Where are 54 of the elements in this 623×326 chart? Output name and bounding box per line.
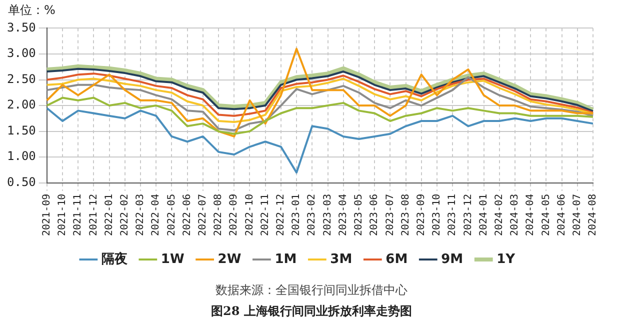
x-tick-label: 2024-04	[525, 194, 536, 236]
x-tick-label: 2024-01	[478, 194, 490, 236]
source-note: 数据来源：全国银行间同业拆借中心	[214, 282, 408, 299]
x-tick-label: 2022-03	[135, 194, 146, 236]
x-tick-label: 2022-11	[260, 194, 271, 236]
legend-label: 6M	[386, 252, 408, 267]
legend-label: 9M	[441, 252, 464, 267]
legend-label: 1M	[274, 252, 297, 267]
x-tick-label: 2022-04	[150, 194, 162, 236]
x-tick-label: 2022-01	[104, 194, 115, 236]
x-tick-label: 2022-10	[244, 194, 256, 236]
x-tick-label: 2022-06	[182, 194, 193, 236]
x-tick-label: 2022-05	[166, 194, 178, 236]
x-tick-label: 2023-10	[432, 194, 443, 236]
x-tick-label: 2022-02	[120, 194, 131, 236]
x-tick-label: 2023-07	[384, 194, 396, 236]
x-tick-label: 2021-12	[88, 194, 100, 236]
x-tick-label: 2023-01	[291, 194, 302, 236]
x-tick-label: 2024-02	[494, 194, 505, 236]
y-tick-label: 3.50	[6, 20, 36, 34]
x-tick-label: 2021-11	[72, 194, 84, 236]
x-tick-label: 2023-12	[462, 194, 474, 236]
x-tick-label: 2023-06	[369, 194, 380, 236]
y-tick-label: 1.50	[6, 123, 36, 138]
legend-label: 隔夜	[101, 250, 128, 267]
legend-label: 2W	[218, 252, 242, 267]
x-tick-label: 2023-09	[416, 194, 427, 236]
x-tick-label: 2021-10	[57, 194, 68, 236]
y-tick-label: 1.00	[6, 149, 36, 164]
x-tick-label: 2022-08	[213, 194, 224, 236]
x-tick-label: 2023-02	[306, 194, 318, 236]
y-tick-label: 2.00	[6, 98, 36, 112]
y-tick-label: 3.00	[6, 46, 36, 60]
legend-label: 1W	[160, 252, 184, 267]
x-tick-label: 2023-11	[447, 194, 458, 236]
x-tick-label: 2023-03	[322, 194, 334, 236]
x-tick-label: 2024-03	[510, 194, 521, 236]
x-tick-label: 2023-08	[400, 194, 412, 236]
text: 图28 上海银行间同业拆放利率走势图	[210, 303, 413, 320]
y-tick-label: 0.50	[6, 174, 36, 189]
y-tick-label: 2.50	[6, 72, 36, 86]
x-tick-label: 2022-12	[276, 194, 287, 236]
x-tick-label: 2022-09	[228, 194, 240, 236]
x-tick-label: 2022-07	[198, 194, 209, 236]
x-tick-label: 2024-07	[572, 194, 583, 236]
y-axis-title: 单位：%	[8, 2, 56, 19]
x-tick-label: 2023-05	[354, 194, 365, 236]
x-tick-label: 2021-09	[41, 194, 52, 236]
legend-label: 3M	[330, 252, 352, 267]
x-tick-label: 2023-04	[338, 194, 349, 236]
x-tick-label: 2024-05	[540, 194, 552, 236]
legend-label: 1Y	[496, 252, 516, 267]
x-tick-label: 2024-08	[588, 194, 599, 236]
x-tick-label: 2024-06	[556, 194, 568, 236]
